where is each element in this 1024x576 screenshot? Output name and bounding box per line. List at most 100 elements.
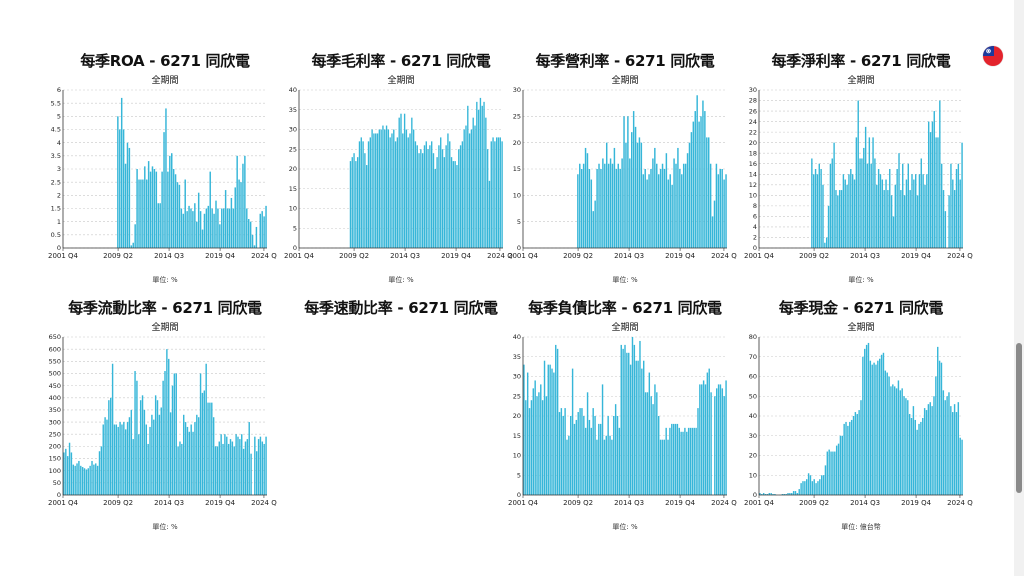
bar [696,95,698,248]
bar [905,398,907,495]
bar [711,216,714,248]
bar [909,190,911,248]
bar [872,137,874,248]
bar [881,179,884,248]
bar [901,388,903,495]
bar [209,171,211,248]
bar [719,384,722,495]
chart-unit-label: 單位: % [612,523,638,531]
bar [905,179,908,248]
bar [367,141,370,248]
bar [825,237,828,248]
bar [661,163,664,248]
bar [628,352,630,495]
bar [671,184,673,248]
bar [265,205,267,248]
bar [570,416,572,495]
bar [391,133,393,248]
x-tick-label: 2014 Q3 [614,252,644,260]
bar [153,419,155,495]
bar [922,417,924,495]
bar [907,400,909,495]
bar [915,174,917,248]
bar [226,436,228,495]
bar [136,169,138,248]
bar [360,137,362,248]
bar [853,179,856,248]
bar [263,443,265,495]
bar [156,400,159,495]
chart-panel-debt-ratio: 每季負債比率 - 6271 同欣電 全期間 0 5 10 15 20 25 30 35 40 20… [505,295,745,535]
bar [890,195,893,248]
bar [590,427,593,495]
bar [708,368,710,495]
y-tick-label: 10 [289,205,297,213]
bar [598,163,600,248]
bar [488,180,491,248]
bar [450,157,453,248]
bar [613,147,616,248]
y-tick-label: 5 [517,471,521,479]
bar [698,121,700,248]
bar [929,402,931,495]
x-tick-label: 2019 Q4 [901,252,932,260]
bar [564,408,566,495]
bar [580,169,583,248]
bar [704,111,706,248]
bar [188,431,191,495]
taiwan-flag-icon[interactable] [983,46,1003,66]
y-tick-label: 30 [513,373,521,381]
bar [120,97,123,249]
scrollbar-thumb[interactable] [1016,343,1022,493]
bar [826,451,829,495]
chart-subtitle: 全期間 [847,76,875,86]
bar [530,400,533,495]
vertical-scrollbar[interactable] [1014,0,1024,576]
bar [209,402,211,495]
bar [356,157,359,248]
bar [632,111,635,248]
y-tick-label: 4 [57,139,61,147]
bar [134,371,136,495]
bar [951,412,954,495]
bar [697,408,699,495]
chart-panel-operating-margin: 每季營利率 - 6271 同欣電 全期間 0 5 10 15 20 25 30 2001 Q4… [505,48,745,288]
bar [717,174,720,248]
bar [809,475,812,495]
bar [151,166,154,248]
bar [461,141,464,248]
bar [494,141,496,248]
bar [169,155,171,248]
bar [247,219,250,248]
bar [665,153,668,248]
bar [65,448,67,495]
bar [402,133,404,248]
bar [639,340,641,495]
bar [555,344,557,495]
bar [835,190,837,248]
bar [820,169,822,248]
chart-title: 每季流動比率 - 6271 同欣電 [68,299,262,317]
y-tick-label: 10 [749,471,757,479]
bar [465,125,467,248]
bar [885,179,887,248]
bar [486,149,489,248]
bar [665,427,667,495]
bar [199,373,202,495]
bar [192,211,194,248]
bar [961,142,963,248]
bar [806,479,808,495]
bar [76,463,78,495]
bar [672,423,675,495]
bar [950,163,952,248]
bar [942,390,945,495]
chart-subtitle: 全期間 [611,323,639,333]
bar [870,163,872,248]
bar [134,224,136,248]
bar [661,439,664,495]
bar [642,174,645,248]
bar [654,147,656,248]
bar [813,479,815,495]
bar [400,113,402,248]
bar [715,388,718,495]
